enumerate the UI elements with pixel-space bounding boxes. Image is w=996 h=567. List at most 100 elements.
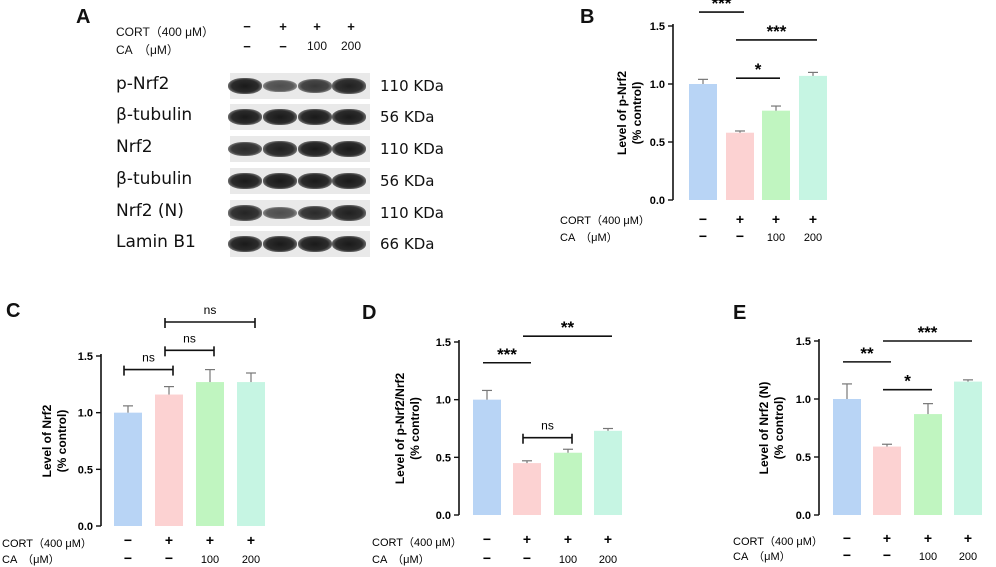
y-tick-label: 0.5 [796, 452, 811, 464]
cort-sign: + [165, 532, 173, 548]
significance-label: *** [767, 22, 787, 41]
cort-label: CORT（400 μM） [733, 535, 823, 548]
ca-sign: − [736, 228, 744, 244]
blot-row-label: p-Nrf2 [116, 74, 170, 94]
blot-band [298, 236, 332, 252]
cort-sign: + [604, 531, 612, 547]
ca-label: CA （μM） [2, 553, 60, 566]
blot-band [263, 173, 297, 189]
y-axis-label: Level of p-Nrf2/Nrf2 [393, 373, 407, 485]
cort-sign: + [772, 211, 780, 227]
blot-ca-sign: 100 [306, 39, 328, 53]
y-tick-label: 0.0 [650, 195, 665, 207]
bar [833, 399, 861, 515]
y-tick-label: 0.5 [436, 452, 451, 464]
significance-label: ** [561, 318, 575, 337]
y-axis-label: (% control) [630, 82, 644, 145]
blot-band [228, 173, 262, 189]
bar [155, 394, 183, 526]
y-tick-label: 0.5 [650, 137, 665, 149]
panel-letter-a: A [76, 6, 91, 28]
cort-label: CORT（400 μM） [560, 214, 650, 227]
blot-row-label: β-tubulin [116, 169, 193, 189]
blot-band [263, 236, 297, 252]
cort-sign: + [964, 530, 972, 546]
ca-sign: − [883, 547, 891, 563]
ca-sign: − [165, 550, 173, 566]
blot-cort-label: CORT（400 μM） [116, 25, 215, 39]
panel-letter-c: C [6, 300, 21, 322]
blot-kda-label: 110 KDa [380, 204, 444, 222]
blot-cort-sign: + [347, 19, 355, 34]
blot-band [332, 173, 366, 189]
ca-sign: − [124, 550, 132, 566]
blot-cort-sign: + [279, 19, 287, 34]
blot-row-label: Nrf2 (N) [116, 201, 184, 221]
blot-band [263, 79, 297, 93]
significance-label: *** [712, 0, 732, 13]
cort-sign: + [924, 530, 932, 546]
blot-band [263, 109, 297, 125]
cort-sign: + [809, 211, 817, 227]
blot-row-label: Lamin B1 [116, 232, 196, 252]
blot-band [332, 78, 366, 94]
blot-kda-label: 110 KDa [380, 140, 444, 158]
y-axis-label: Level of Nrf2 [40, 404, 54, 477]
blot-band [332, 236, 366, 252]
y-tick-label: 1.0 [796, 394, 811, 406]
ca-sign: 200 [959, 551, 977, 563]
y-tick-label: 1.5 [650, 21, 665, 33]
blot-ca-label: CA （μM） [116, 43, 179, 57]
blot-kda-label: 56 KDa [380, 108, 435, 126]
y-tick-label: 0.0 [78, 521, 93, 533]
y-tick-label: 0.0 [796, 510, 811, 522]
cort-sign: + [247, 532, 255, 548]
blot-band [298, 173, 332, 189]
ca-label: CA （μM） [733, 550, 791, 563]
blot-ca-sign: 200 [340, 39, 362, 53]
cort-sign: − [483, 531, 491, 547]
blot-band [228, 205, 262, 221]
blot-cort-sign: + [313, 19, 321, 34]
blot-band [332, 109, 366, 125]
y-tick-label: 1.5 [78, 351, 93, 363]
significance-label: ns [142, 351, 155, 365]
bar [473, 399, 501, 515]
cort-label: CORT（400 μM） [2, 537, 92, 550]
bar [513, 463, 541, 515]
ca-sign: 100 [767, 232, 785, 244]
ca-sign: − [523, 550, 531, 566]
y-tick-label: 0.0 [436, 510, 451, 522]
ca-sign: − [843, 547, 851, 563]
blot-band [332, 141, 366, 157]
ca-sign: 200 [599, 554, 617, 566]
cort-sign: − [124, 532, 132, 548]
ca-label: CA （μM） [560, 231, 618, 244]
blot-band [228, 109, 262, 125]
y-axis-label: Level of p-Nrf2 [615, 71, 629, 155]
y-tick-label: 1.5 [796, 336, 811, 348]
significance-label: ** [860, 344, 874, 363]
significance-label: * [904, 372, 911, 391]
blot-ca-sign: − [279, 39, 287, 54]
bar [799, 75, 827, 200]
significance-label: *** [918, 323, 938, 342]
y-tick-label: 1.0 [650, 79, 665, 91]
y-axis-label: (% control) [408, 397, 422, 460]
y-axis-label: Level of Nrf2 (N) [757, 382, 771, 475]
cort-sign: + [883, 530, 891, 546]
bar [954, 381, 982, 515]
blot-kda-label: 56 KDa [380, 172, 435, 190]
bar [237, 382, 265, 526]
y-tick-label: 1.0 [78, 408, 93, 420]
bar [689, 84, 717, 200]
y-tick-label: 1.0 [436, 395, 451, 407]
ca-label: CA （μM） [372, 553, 430, 566]
significance-label: ns [183, 331, 196, 345]
y-tick-label: 0.5 [78, 464, 93, 476]
y-axis-label: (% control) [55, 410, 69, 473]
cort-sign: − [699, 211, 707, 227]
bar [873, 446, 901, 515]
blot-kda-label: 110 KDa [380, 77, 444, 95]
blot-kda-label: 66 KDa [380, 235, 435, 253]
